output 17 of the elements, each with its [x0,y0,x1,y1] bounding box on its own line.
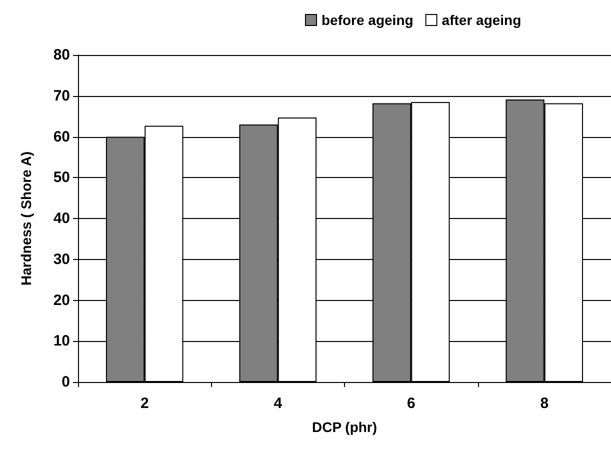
legend-label: before ageing [322,12,414,28]
x-tick-label: 2 [140,395,149,412]
x-tick-label: 6 [406,395,416,412]
y-tick-label: 30 [53,250,70,268]
legend-label: after ageing [442,12,522,28]
y-tick-label: 50 [53,169,70,186]
y-tick-label: 20 [53,292,70,309]
y-tick-label: 10 [53,332,70,350]
y-axis-title: Hardness ( Shore A) [18,151,34,286]
y-tick-label: 60 [53,128,70,146]
y-tick-label: 0 [62,374,70,390]
x-axis-title: DCP (phr) [312,419,378,435]
x-tick-label: 8 [540,395,549,412]
x-tick-label: 4 [274,395,283,412]
y-tick-label: 80 [53,46,70,64]
y-tick-label: 40 [53,210,70,227]
y-tick-label: 70 [53,87,70,104]
